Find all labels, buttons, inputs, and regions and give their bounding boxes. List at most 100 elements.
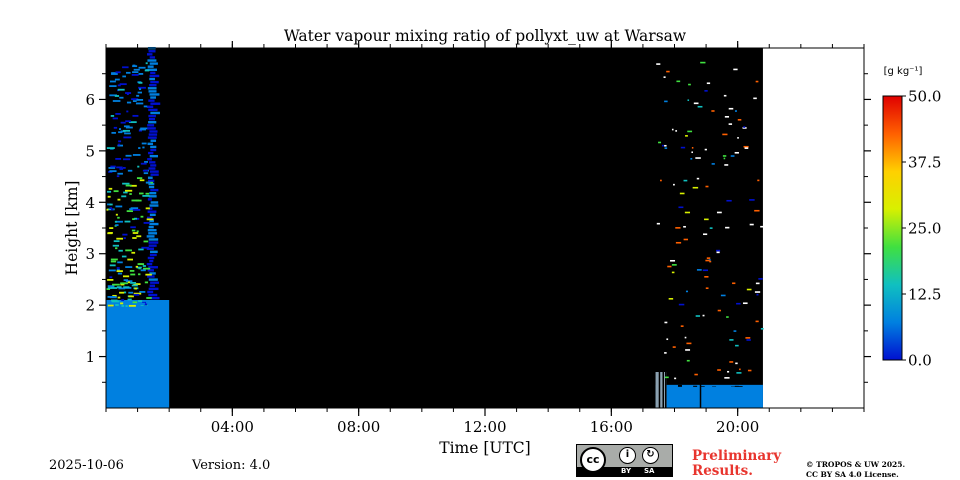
data-cell	[133, 68, 140, 71]
colorbar-tick-label: 12.5	[908, 286, 941, 304]
no-signal-region	[106, 48, 763, 408]
data-cell	[724, 164, 729, 166]
moist-column-cell	[146, 216, 153, 220]
data-cell	[137, 91, 142, 94]
data-cell	[703, 233, 708, 236]
boundary-layer-1	[655, 384, 763, 408]
data-cell	[674, 377, 677, 380]
cc-license-badge: cc i ↻ BY SA	[576, 444, 673, 477]
data-cell	[693, 102, 699, 105]
data-cell	[119, 291, 125, 294]
moist-column-cell	[146, 53, 153, 56]
data-cell	[125, 92, 132, 94]
data-cell	[116, 269, 120, 271]
data-cell	[138, 81, 143, 84]
moist-column-cell	[148, 99, 155, 102]
data-cell	[130, 282, 137, 284]
data-cell	[144, 69, 150, 72]
data-cell	[109, 276, 113, 279]
moist-column-cell	[149, 84, 157, 87]
data-cell	[122, 233, 128, 236]
moist-column-cell	[147, 210, 157, 213]
data-cell	[745, 337, 751, 339]
data-cell	[132, 232, 139, 234]
data-cell	[138, 147, 141, 149]
data-cell	[125, 154, 132, 157]
data-cell	[744, 147, 749, 149]
data-cell	[115, 158, 122, 160]
data-cell	[126, 110, 129, 113]
moist-column-cell	[149, 253, 157, 257]
moist-column-cell	[147, 59, 157, 62]
colorbar	[882, 95, 903, 361]
moist-column-cell	[149, 204, 159, 207]
data-cell	[760, 225, 766, 228]
data-cell	[702, 269, 708, 272]
data-cell	[119, 96, 124, 99]
bl-gap-line	[658, 372, 661, 408]
data-cell	[704, 218, 709, 221]
data-cell	[131, 251, 136, 254]
data-cell	[132, 65, 138, 68]
data-cell	[111, 131, 116, 134]
data-cell	[666, 70, 670, 73]
data-cell	[139, 192, 144, 195]
data-cell	[124, 220, 131, 223]
data-cell	[138, 73, 144, 75]
data-cell	[108, 167, 116, 169]
data-cell	[125, 126, 133, 129]
data-cell	[671, 264, 677, 266]
data-cell	[121, 299, 125, 301]
data-cell	[117, 272, 123, 275]
data-cell	[711, 163, 715, 165]
data-cell	[749, 223, 754, 226]
data-cell	[717, 369, 721, 371]
data-cell	[736, 372, 742, 374]
data-cell	[664, 376, 669, 379]
data-cell	[115, 304, 119, 306]
data-cell	[128, 295, 134, 298]
moist-column-cell	[147, 275, 155, 278]
moist-column-cell	[148, 207, 153, 210]
data-cell	[138, 129, 143, 132]
data-cell	[111, 300, 120, 303]
data-cell	[123, 291, 127, 294]
data-cell	[109, 296, 117, 299]
data-cell	[123, 158, 131, 161]
data-cell	[115, 213, 118, 216]
preliminary-line-2: Results.	[692, 463, 753, 479]
data-cell	[112, 283, 120, 286]
data-cell	[113, 240, 120, 243]
data-cell	[110, 208, 114, 211]
data-cell	[747, 369, 752, 372]
data-cell	[730, 155, 735, 157]
moist-column-cell	[147, 290, 154, 294]
moist-column-cell	[150, 188, 159, 192]
data-cell	[755, 80, 759, 83]
data-cell	[137, 263, 145, 265]
data-cell	[125, 280, 133, 283]
data-cell	[673, 183, 675, 186]
bl-top-gap	[734, 385, 739, 387]
y-tick-label: 3	[85, 245, 95, 263]
data-cell	[136, 94, 140, 97]
data-cell	[709, 227, 713, 229]
data-cell	[110, 115, 115, 117]
data-cell	[143, 222, 150, 224]
data-cell	[706, 82, 711, 85]
data-cell	[117, 198, 121, 201]
moist-column-cell	[150, 164, 157, 167]
data-cell	[704, 90, 708, 92]
data-cell	[735, 362, 738, 365]
moist-column-cell	[147, 256, 155, 260]
moist-column-cell	[149, 56, 156, 59]
data-cell	[132, 100, 137, 102]
data-cell	[123, 125, 130, 128]
data-cell	[729, 361, 734, 363]
data-cell	[119, 168, 124, 170]
data-cell	[675, 130, 678, 132]
data-cell	[126, 210, 133, 213]
data-cell	[142, 195, 150, 197]
data-cell	[109, 207, 112, 210]
x-tick-label: 04:00	[211, 418, 254, 436]
